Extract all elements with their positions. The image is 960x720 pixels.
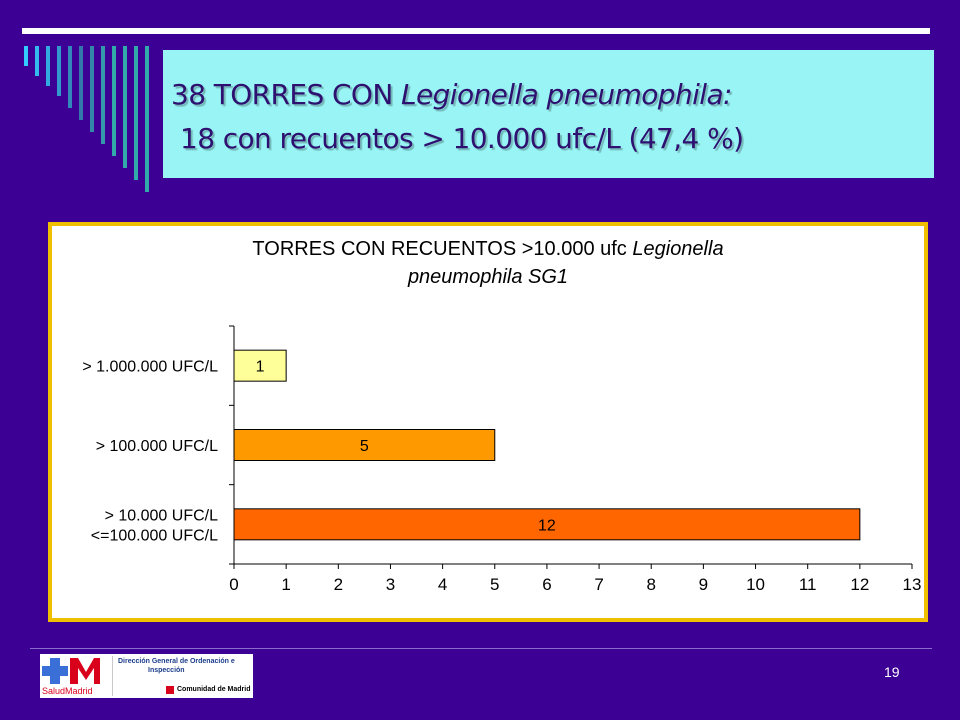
region-flag-icon <box>166 686 174 694</box>
x-tick-label: 4 <box>438 575 447 594</box>
chart-title-line1: TORRES CON RECUENTOS >10.000 ufc Legione… <box>252 238 724 260</box>
decorative-stripe <box>112 46 116 156</box>
decorative-stripe <box>57 46 61 96</box>
footer-divider <box>30 648 932 649</box>
x-tick-label: 0 <box>229 575 238 594</box>
decorative-stripe <box>68 46 72 108</box>
x-tick-label: 10 <box>746 575 765 594</box>
decorative-stripe <box>90 46 94 132</box>
category-label: > 100.000 UFC/L <box>96 438 218 455</box>
data-label: 12 <box>538 517 556 534</box>
category-label: > 1.000.000 UFC/L <box>82 359 218 376</box>
chart-frame: TORRES CON RECUENTOS >10.000 ufc Legione… <box>48 222 928 622</box>
x-tick-label: 12 <box>850 575 869 594</box>
decorative-stripe <box>46 46 50 86</box>
logo-brand: SaludMadrid <box>42 686 93 696</box>
decorative-stripe <box>35 46 39 76</box>
decorative-stripe <box>79 46 83 120</box>
category-label: <=100.000 UFC/L <box>91 527 218 544</box>
x-tick-label: 6 <box>542 575 551 594</box>
salud-madrid-logo: SaludMadrid Dirección General de Ordenac… <box>40 654 253 698</box>
bar <box>233 429 496 461</box>
logo-region: Comunidad de Madrid <box>177 686 251 693</box>
data-label: 1 <box>256 359 265 376</box>
top-divider-line <box>22 28 930 34</box>
x-tick-label: 5 <box>490 575 499 594</box>
slide-title-line2: 18 con recuentos > 10.000 ufc/L (47,4 %) <box>180 122 744 155</box>
x-tick-label: 2 <box>334 575 343 594</box>
title-box: 38 TORRES CON Legionella pneumophila: 18… <box>163 50 934 178</box>
bar <box>233 508 861 541</box>
decorative-stripe <box>123 46 127 168</box>
category-label: > 10.000 UFC/L <box>105 507 219 524</box>
bar <box>233 349 287 382</box>
decorative-stripe <box>145 46 149 192</box>
x-tick-label: 11 <box>799 575 817 594</box>
data-label: 5 <box>360 438 369 455</box>
chart-title-line2: pneumophila SG1 <box>407 266 569 288</box>
x-tick-label: 7 <box>594 575 603 594</box>
decorative-stripe <box>134 46 138 180</box>
x-tick-label: 8 <box>646 575 655 594</box>
slide-title-line1: 38 TORRES CON Legionella pneumophila: <box>171 78 732 111</box>
x-tick-label: 9 <box>699 575 708 594</box>
x-tick-label: 1 <box>281 575 290 594</box>
x-tick-label: 3 <box>386 575 395 594</box>
logo-org-line1: Dirección General de Ordenación e <box>118 658 235 665</box>
page-number: 19 <box>884 664 900 680</box>
decorative-stripe <box>101 46 105 144</box>
decorative-stripe <box>24 46 28 66</box>
logo-org-line2: Inspección <box>148 667 185 674</box>
logo-graphic <box>42 656 113 696</box>
x-tick-label: 13 <box>903 575 922 594</box>
bar-chart: 0 1 2 3 4 5 6 7 8 9 10 11 12 131> 1.000.000 UFC/L5> 1… <box>82 325 922 594</box>
